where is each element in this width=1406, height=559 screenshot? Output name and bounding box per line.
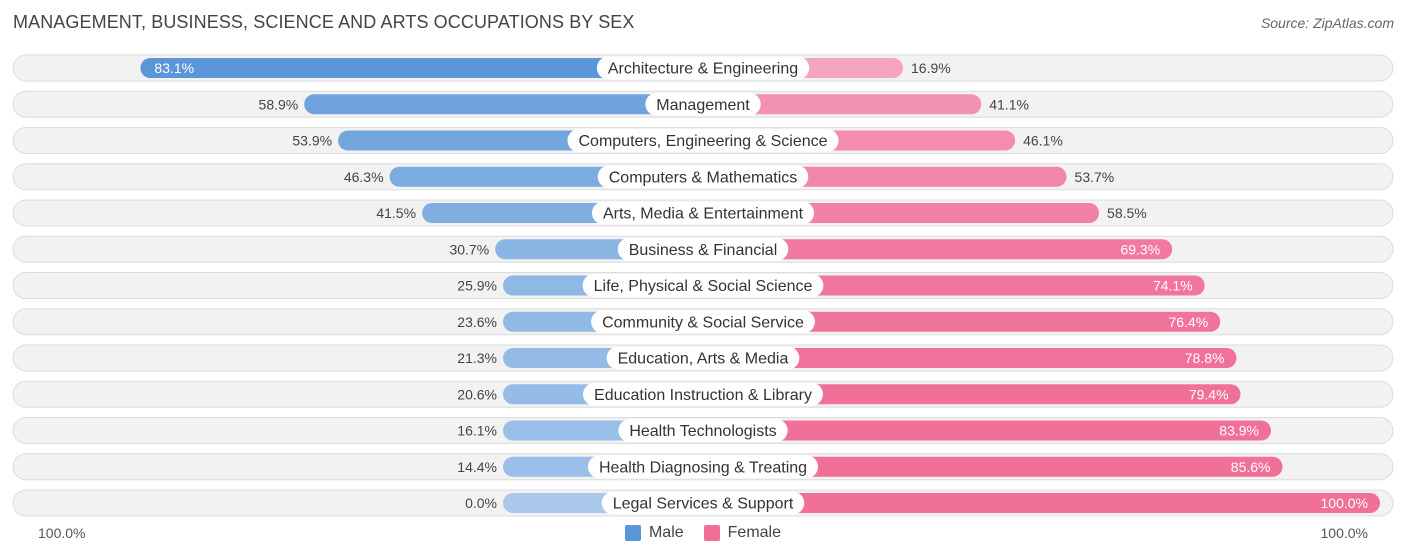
bar-male xyxy=(304,94,703,115)
axis-left-label: 100.0% xyxy=(38,525,86,541)
bar-female xyxy=(703,420,1272,441)
category-label: Computers, Engineering & Science xyxy=(578,133,827,150)
bar-female xyxy=(703,456,1283,477)
bar-male xyxy=(140,58,704,78)
value-label-male: 30.7% xyxy=(449,241,489,257)
chart-title: MANAGEMENT, BUSINESS, SCIENCE AND ARTS O… xyxy=(13,12,635,32)
category-label-background xyxy=(618,419,788,442)
value-label-female: 83.9% xyxy=(1219,423,1259,439)
value-label-male: 23.6% xyxy=(457,314,497,330)
legend-swatch-male xyxy=(624,525,641,541)
category-label: Education, Arts & Media xyxy=(618,351,789,368)
category-label: Community & Social Service xyxy=(602,314,804,331)
value-label-male: 46.3% xyxy=(344,169,384,185)
category-label: Management xyxy=(656,97,750,114)
category-label-background xyxy=(617,237,789,261)
category-label-background xyxy=(597,165,809,189)
category-label: Health Diagnosing & Treating xyxy=(599,459,807,476)
category-label: Computers & Mathematics xyxy=(609,169,798,186)
bar-female xyxy=(703,311,1221,332)
source-credit: Source: ZipAtlas.com xyxy=(1260,15,1394,31)
axis-right-label: 100.0% xyxy=(1320,525,1368,541)
category-label: Architecture & Engineering xyxy=(608,61,798,78)
value-label-female: 53.7% xyxy=(1075,169,1115,185)
bar-female xyxy=(703,239,1173,260)
value-label-male: 53.9% xyxy=(292,133,332,149)
category-label: Business & Financial xyxy=(629,242,778,259)
category-label-background xyxy=(601,491,805,515)
legend-item-male: Male xyxy=(624,524,684,542)
value-label-male: 41.5% xyxy=(376,205,416,221)
category-label-background xyxy=(591,310,815,334)
category-label: Legal Services & Support xyxy=(613,496,794,513)
bar-female xyxy=(703,493,1380,513)
bar-female xyxy=(703,348,1237,368)
value-label-female: 76.4% xyxy=(1169,314,1209,330)
value-label-female: 100.0% xyxy=(1321,495,1368,511)
value-label-female: 58.5% xyxy=(1107,205,1147,221)
bar-female xyxy=(703,94,982,115)
value-label-male: 16.1% xyxy=(457,423,497,439)
category-label-background xyxy=(591,201,815,225)
value-label-male: 0.0% xyxy=(465,495,497,511)
bar-female xyxy=(703,384,1241,405)
category-label-background xyxy=(606,346,800,370)
value-label-female: 69.3% xyxy=(1120,241,1160,257)
category-label-background xyxy=(567,129,839,152)
value-label-female: 74.1% xyxy=(1153,278,1193,294)
category-label: Health Technologists xyxy=(629,423,776,440)
value-label-female: 16.9% xyxy=(911,60,951,76)
legend-label-female: Female xyxy=(727,524,782,541)
value-label-female: 46.1% xyxy=(1023,133,1063,149)
value-label-male: 20.6% xyxy=(457,386,497,402)
value-label-male: 58.9% xyxy=(259,96,299,112)
legend-swatch-female xyxy=(703,525,720,541)
value-label-female: 78.8% xyxy=(1185,350,1225,366)
category-label-background xyxy=(582,274,824,297)
category-label: Arts, Media & Entertainment xyxy=(603,206,804,223)
category-label-background xyxy=(645,92,761,116)
category-label: Life, Physical & Social Science xyxy=(594,278,813,295)
legend: Male Female xyxy=(0,524,1406,542)
value-label-male: 21.3% xyxy=(457,350,497,366)
category-label-background xyxy=(587,455,819,479)
value-label-male: 14.4% xyxy=(457,459,497,475)
legend-label-male: Male xyxy=(648,524,684,541)
value-label-male: 25.9% xyxy=(457,278,497,294)
category-label: Education Instruction & Library xyxy=(594,387,812,404)
value-label-female: 79.4% xyxy=(1189,386,1229,402)
category-label-background xyxy=(583,382,823,406)
legend-item-female: Female xyxy=(703,524,782,542)
chart-canvas: 83.1% 16.9% Architecture & Engineering 58.9… xyxy=(12,54,1394,517)
value-label-female: 41.1% xyxy=(989,96,1029,112)
bar-female xyxy=(703,275,1205,296)
value-label-female: 85.6% xyxy=(1231,459,1271,475)
value-label-male: 83.1% xyxy=(154,60,194,76)
category-label-background xyxy=(596,56,810,80)
